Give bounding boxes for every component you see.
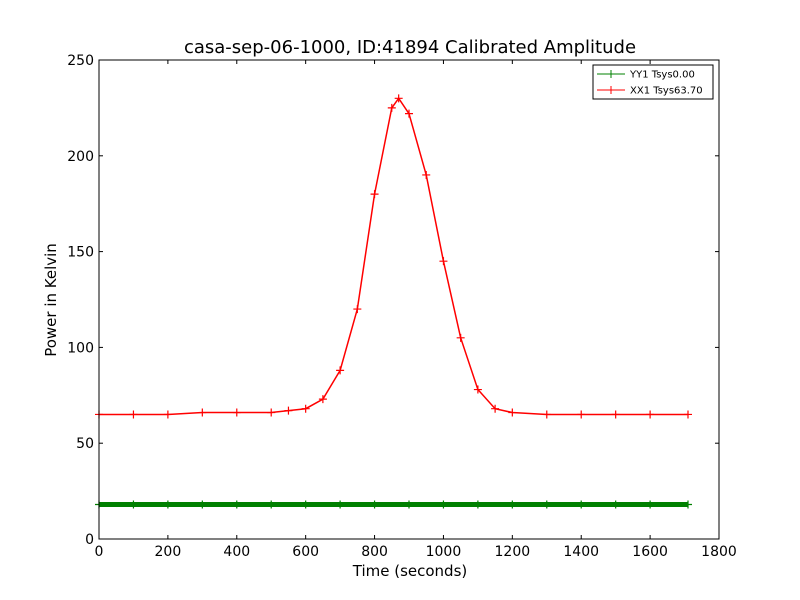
legend: YY1 Tsys0.00 XX1 Tsys63.70 [592,64,714,100]
data-point [405,109,413,118]
data-point [129,410,138,419]
data-point [353,305,362,314]
data-point [267,408,276,417]
legend-label: YY1 Tsys0.00 [629,70,695,81]
data-point [301,500,310,509]
data-point [370,500,379,509]
data-point [456,333,465,342]
data-point [405,500,413,509]
data-point [646,410,655,419]
x-tick-label: 1000 [426,544,462,560]
x-tick-label: 200 [155,544,182,560]
data-point [439,257,448,266]
data-point [318,395,327,404]
data-point [473,385,482,394]
x-tick-label: 600 [292,544,319,560]
plot-frame [98,59,720,540]
x-axis-label: Time (seconds) [352,562,468,580]
data-point [684,500,692,509]
legend-box [592,64,714,100]
x-tick-label: 1800 [701,544,737,560]
data-point [577,500,586,509]
data-point [336,366,345,375]
data-point [508,408,517,417]
data-point [646,500,655,509]
x-tick-label: 1400 [563,544,599,560]
data-point [267,500,276,509]
data-point [542,410,551,419]
y-tick-label: 150 [67,245,94,261]
data-point [422,170,431,179]
x-tick-label: 400 [223,544,250,560]
y-axis-label: Power in Kelvin [42,243,60,357]
y-tick-label: 100 [67,340,94,356]
data-point [129,500,138,509]
data-point [232,408,241,417]
x-tick-label: 1600 [632,544,668,560]
legend-label: XX1 Tsys63.70 [630,86,703,97]
data-point [163,500,172,509]
series-line-2 [99,97,688,416]
data-point [370,190,379,199]
y-tick-label: 0 [85,532,94,548]
data-point [577,410,586,419]
data-point [198,500,207,509]
data-point [387,103,396,112]
data-point [232,500,241,509]
data-point [394,94,403,103]
data-point [439,500,448,509]
data-point [284,406,293,415]
axis-ticks: 0 200 400 600 800 1000 1200 1400 1600 1800 0 50 100 1… [67,53,737,560]
data-point [473,500,482,509]
y-tick-label: 50 [76,436,94,452]
data-point [508,500,517,509]
legend-marker [607,70,615,78]
data-point [198,408,207,417]
data-point [684,410,692,419]
data-point [163,410,172,419]
data-point [542,500,551,509]
y-tick-label: 250 [67,53,94,69]
chart-title: casa-sep-06-1000, ID:41894 Calibrated Am… [184,37,636,58]
legend-marker [607,86,615,94]
x-tick-label: 1200 [495,544,531,560]
x-tick-label: 800 [361,544,388,560]
data-point [491,404,500,413]
data-point [301,404,310,413]
data-point [611,410,620,419]
y-tick-label: 200 [67,149,94,165]
data-point [611,500,620,509]
plot-area [95,94,692,509]
x-tick-label: 0 [95,544,104,560]
data-point [336,500,345,509]
